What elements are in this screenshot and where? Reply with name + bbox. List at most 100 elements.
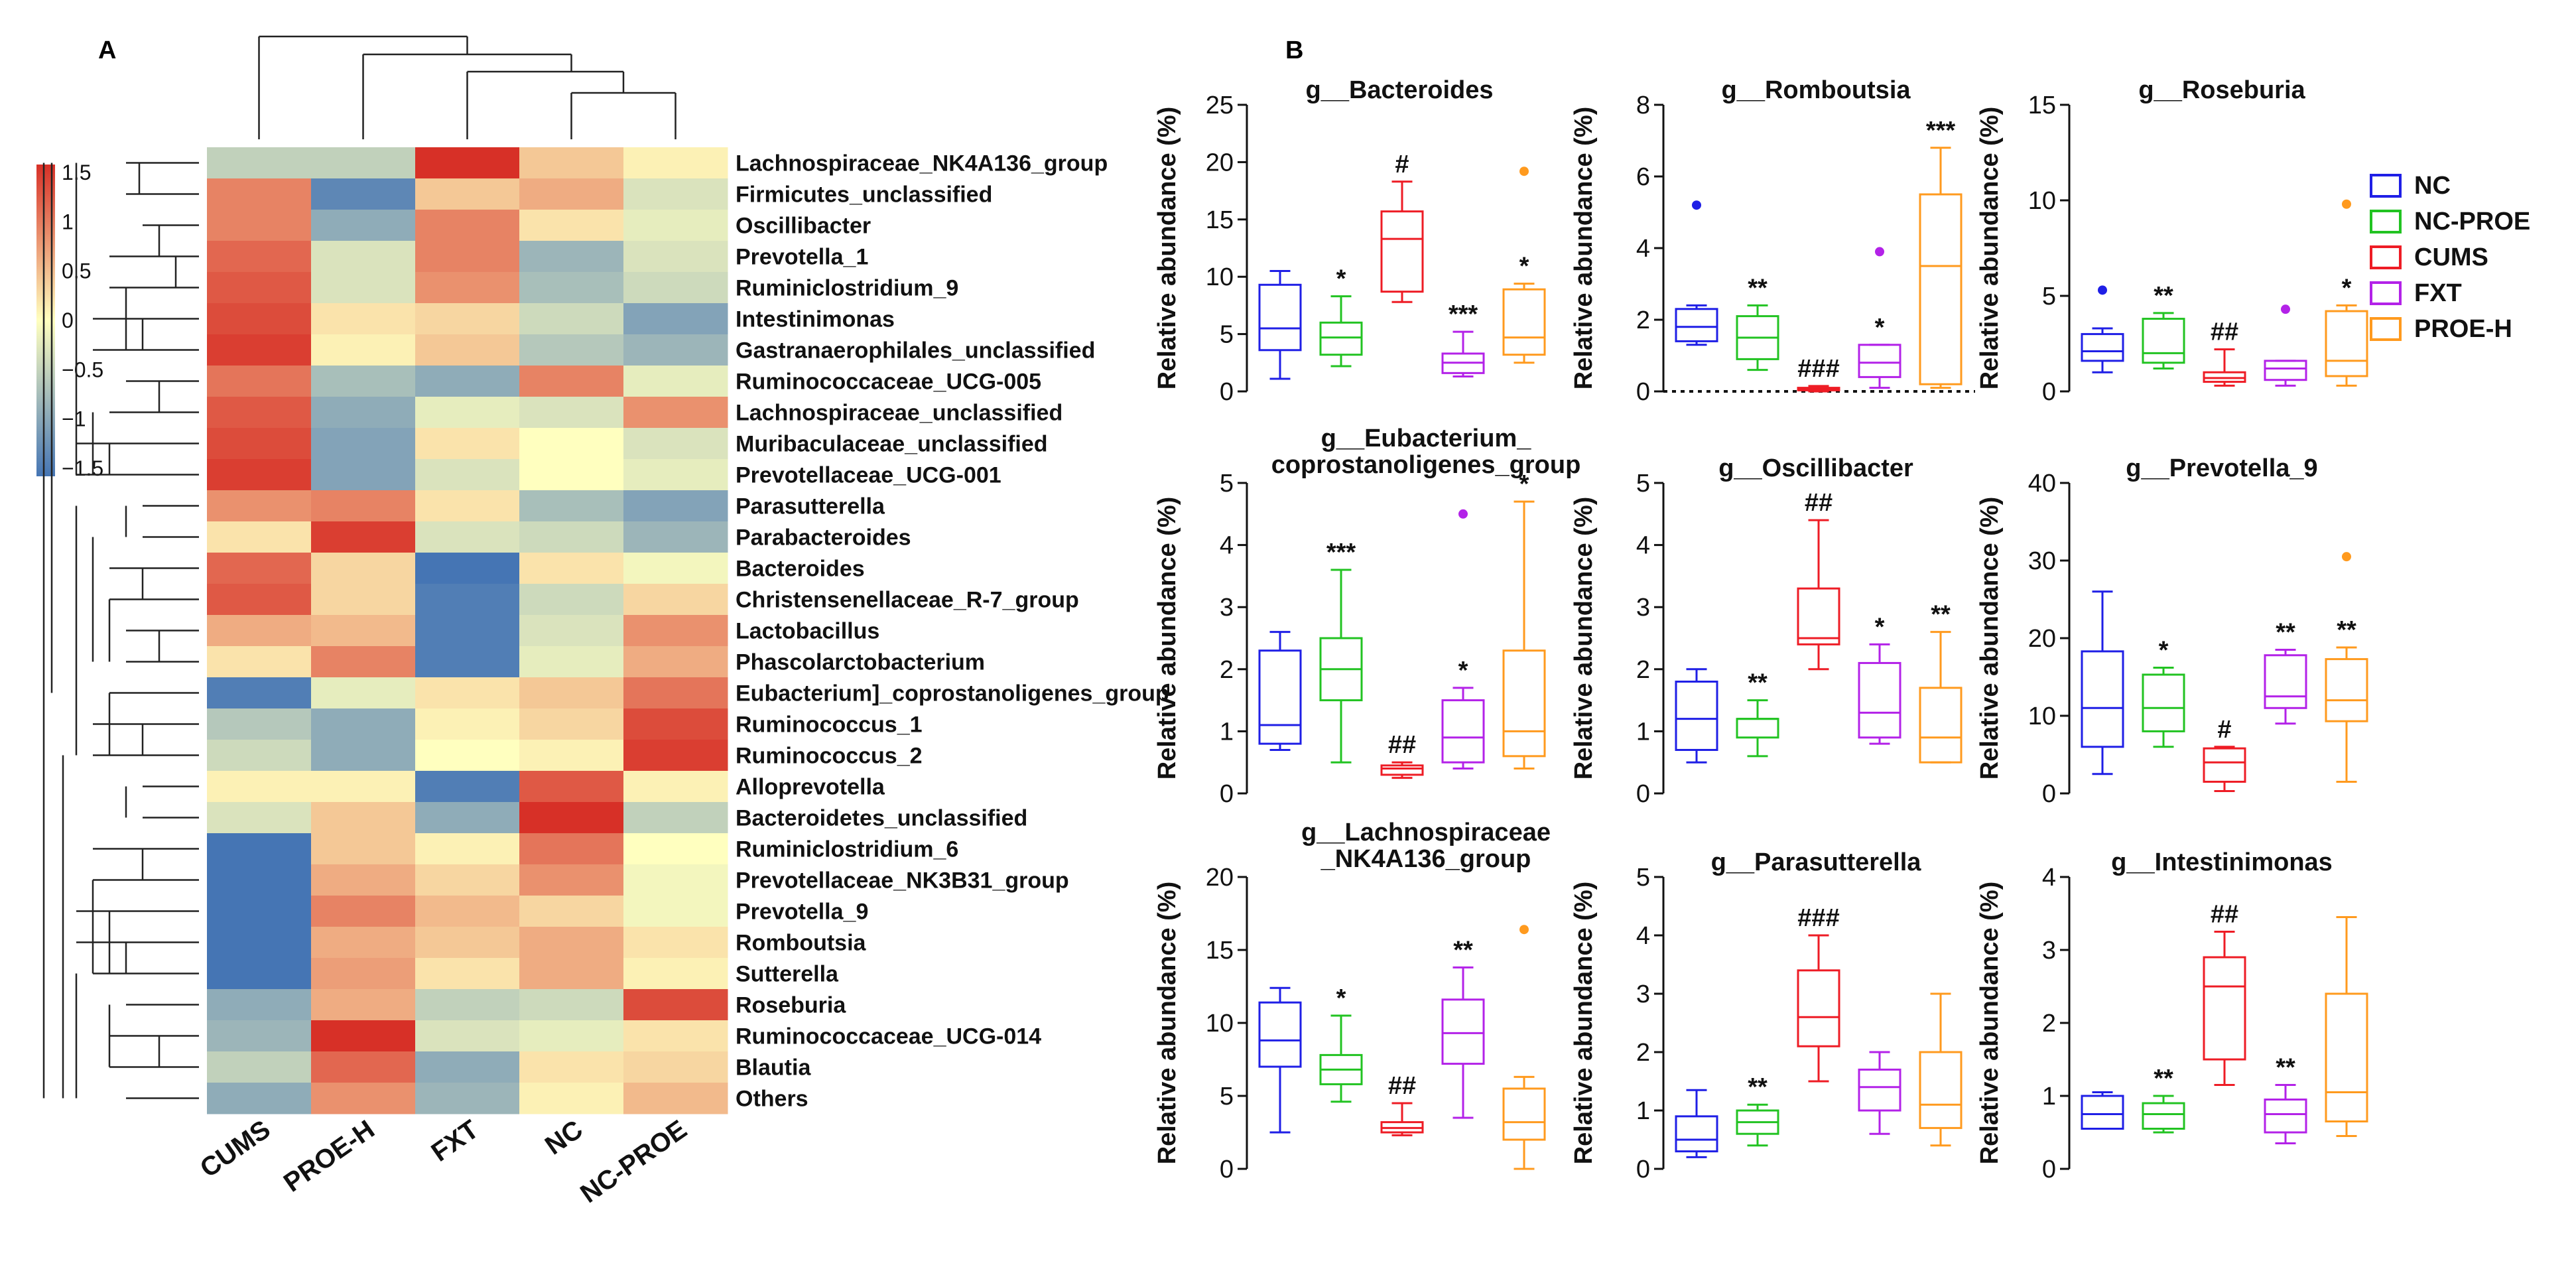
- box-fxt: *: [1858, 247, 1901, 389]
- heatmap-cell: [415, 553, 520, 584]
- heatmap-cell: [207, 210, 312, 241]
- heatmap-cell: [415, 740, 520, 772]
- subplot-title: _NK4A136_group: [1320, 845, 1531, 873]
- boxplot-subpanel: 0 1 2 3 4 5 Relative abundance (%) g__Parasutte…: [1570, 848, 1963, 1183]
- significance-mark: ###: [1797, 355, 1839, 383]
- heatmap-row-label: Parasutterella: [736, 494, 885, 519]
- significance-mark: ##: [2211, 318, 2238, 346]
- box-iqr: [1502, 1087, 1546, 1141]
- heatmap-cell: [519, 521, 624, 553]
- y-tick-label: 0: [2042, 780, 2056, 808]
- significance-mark: ###: [1797, 904, 1839, 932]
- heatmap-cell: [415, 147, 520, 179]
- box-cums: ###: [1797, 904, 1840, 1083]
- heatmap-cell: [207, 833, 312, 865]
- y-axis-label: Relative abundance (%): [1570, 882, 1598, 1165]
- y-tick-label: 0: [2042, 378, 2056, 406]
- box-iqr: [1919, 687, 1963, 764]
- y-tick-label: 10: [2028, 703, 2056, 730]
- significance-mark: *: [1336, 984, 1346, 1012]
- heatmap-cell: [623, 615, 728, 647]
- heatmap-cell: [207, 553, 312, 584]
- significance-mark: ***: [1326, 539, 1356, 567]
- subplot-title: g__Prevotella_9: [2126, 454, 2317, 482]
- heatmap-cell: [623, 210, 728, 241]
- significance-mark: **: [2337, 616, 2356, 644]
- y-tick-label: 5: [1636, 470, 1650, 498]
- box-nc-proe: *: [1319, 984, 1363, 1103]
- heatmap-row-label: Ruminococcus_2: [736, 744, 923, 769]
- box-iqr: [1797, 969, 1840, 1047]
- heatmap-cell: [623, 147, 728, 179]
- box-iqr: [2325, 310, 2368, 377]
- heatmap-cell: [311, 584, 416, 616]
- significance-mark: ***: [1926, 117, 1956, 145]
- heatmap-cell: [207, 584, 312, 616]
- subplot-title: g__Eubacterium_: [1321, 425, 1532, 452]
- heatmap-cell: [415, 210, 520, 241]
- significance-mark: *: [2159, 636, 2169, 664]
- heatmap-cell: [415, 1051, 520, 1083]
- boxplot-subpanel: 0 5 10 15 20 Relative abundance (%) g__Lachnos…: [1153, 819, 1551, 1183]
- heatmap-cell: [519, 272, 624, 304]
- heatmap-cell: [311, 553, 416, 584]
- box-cums: ##: [1380, 731, 1424, 779]
- y-tick-label: 4: [1636, 235, 1650, 263]
- y-tick-label: 2: [1636, 1039, 1650, 1067]
- heatmap-cell: [519, 147, 624, 179]
- heatmap-cell: [519, 490, 624, 522]
- box-fxt: ***: [1441, 301, 1485, 378]
- heatmap-cell: [519, 553, 624, 584]
- y-tick-label: 0: [2042, 1156, 2056, 1183]
- heatmap-cell: [415, 802, 520, 834]
- heatmap-cell: [415, 334, 520, 366]
- y-tick-label: 10: [1206, 263, 1234, 291]
- legend-label: NC: [2414, 172, 2451, 200]
- heatmap-cell: [519, 646, 624, 678]
- heatmap-cell: [207, 366, 312, 397]
- significance-mark: ##: [1805, 489, 1833, 517]
- box-iqr: [1502, 288, 1546, 356]
- y-axis-label: Relative abundance (%): [1570, 497, 1598, 780]
- heatmap-cell: [623, 428, 728, 460]
- heatmap-row-label: Others: [736, 1087, 808, 1112]
- box-nc: [1258, 631, 1302, 751]
- heatmap-cell: [311, 615, 416, 647]
- y-tick-label: 5: [1636, 864, 1650, 892]
- heatmap-cell: [519, 896, 624, 927]
- heatmap-cell: [519, 927, 624, 959]
- heatmap-row-label: Lactobacillus: [736, 619, 879, 644]
- heatmap-row-label: Oscillibacter: [736, 214, 871, 239]
- panel-a-label: A: [98, 36, 116, 64]
- boxplot-subpanel: 0 2 4 6 8 Relative abundance (%) g__Romboutsia…: [1570, 76, 1975, 406]
- heatmap-cell: [311, 428, 416, 460]
- box-iqr: [1675, 1115, 1718, 1153]
- heatmap-cell: [311, 771, 416, 803]
- heatmap-row-label: Bacteroides: [736, 557, 865, 582]
- heatmap-cell: [415, 958, 520, 990]
- heatmap-cell: [415, 864, 520, 896]
- box-iqr: [1258, 649, 1302, 745]
- box-nc: [1675, 1089, 1718, 1158]
- heatmap-row-label: Ruminococcus_1: [736, 712, 923, 738]
- box-iqr: [1441, 699, 1485, 764]
- heatmap-cell: [623, 334, 728, 366]
- box-fxt: [2264, 304, 2307, 387]
- y-tick-label: 2: [1636, 656, 1650, 684]
- heatmap-cell: [311, 927, 416, 959]
- heatmap-cell: [207, 896, 312, 927]
- heatmap-cell: [519, 241, 624, 273]
- color-scale-tick: 0: [62, 308, 74, 332]
- heatmap-cell: [623, 958, 728, 990]
- heatmap-cell: [415, 428, 520, 460]
- heatmap-cell: [519, 708, 624, 740]
- box-proe-h: [1502, 925, 1546, 1170]
- y-tick-label: 10: [1206, 1010, 1234, 1038]
- heatmap-cell: [207, 178, 312, 210]
- box-nc-proe: *: [1319, 265, 1363, 368]
- color-scale-tick: 1: [62, 210, 74, 234]
- heatmap-cell: [207, 740, 312, 772]
- heatmap-row-label: Lachnospiraceae_NK4A136_group: [736, 151, 1108, 176]
- heatmap-cell: [519, 958, 624, 990]
- heatmap-row-label: Prevotellaceae_UCG-001: [736, 463, 1001, 488]
